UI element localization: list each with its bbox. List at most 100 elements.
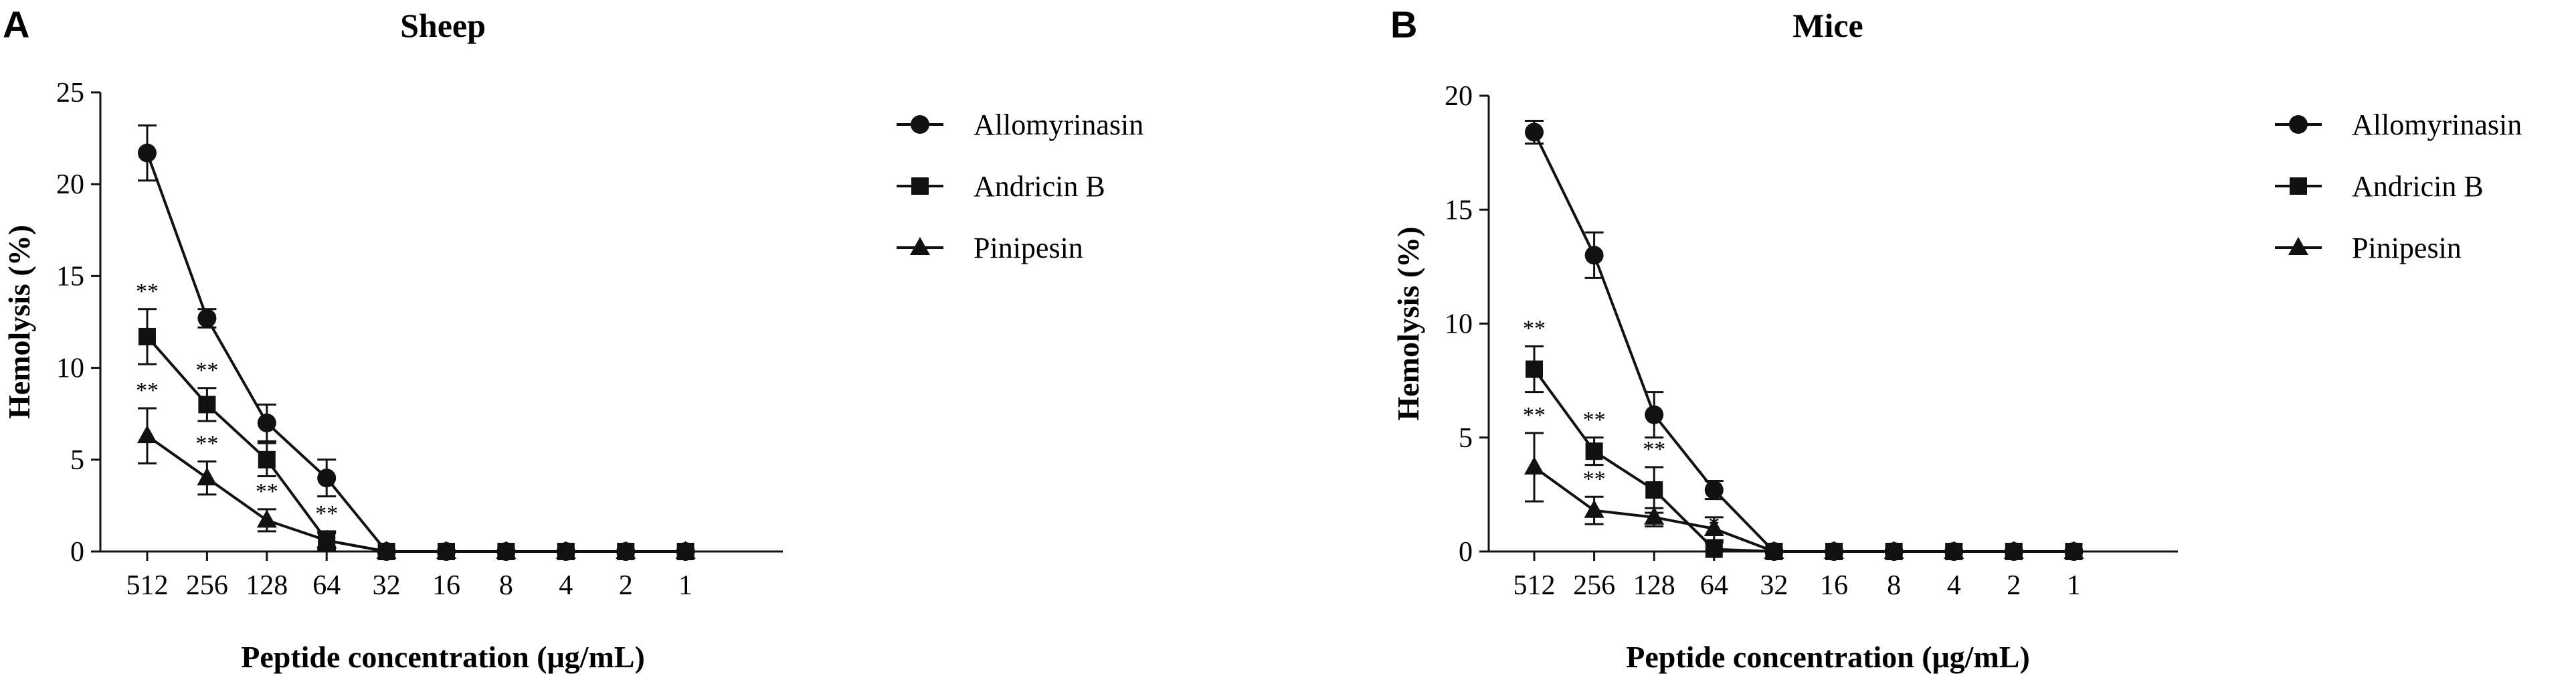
data-point [1526, 360, 1543, 378]
panel-letter: A [3, 3, 29, 46]
significance-label: ** [1583, 408, 1606, 432]
x-tick-label: 512 [1513, 570, 1556, 601]
x-tick-label: 1 [2067, 570, 2081, 601]
data-point [257, 413, 276, 432]
y-tick-label: 5 [1459, 423, 1473, 454]
series-line [1533, 131, 2074, 553]
significance-label: ** [1523, 317, 1546, 341]
data-point [316, 529, 337, 548]
legend-marker [911, 115, 929, 134]
x-tick-label: 64 [312, 570, 341, 601]
data-point [376, 541, 397, 559]
series-line [1533, 466, 2074, 553]
data-point [137, 425, 157, 444]
data-point [256, 509, 277, 528]
data-point [1704, 481, 1724, 500]
significance-label: ** [1523, 403, 1546, 428]
legend-entry: Pinipesin [897, 232, 1083, 264]
significance-label: ** [195, 358, 218, 383]
y-tick-label: 5 [70, 445, 84, 476]
data-point [197, 309, 217, 328]
series-line [146, 434, 686, 553]
data-point [1704, 517, 1724, 536]
legend-label: Pinipesin [974, 232, 1083, 264]
data-point [258, 450, 276, 468]
x-axis-title: Peptide concentration (μg/mL) [241, 640, 645, 674]
y-tick-label: 20 [56, 169, 84, 200]
chart-panel-b: B Mice 0 5 10 15 20 512 256 128 64 32 16 8 4 2 1 Hemolysi… [1390, 3, 2522, 674]
data-point [1764, 541, 1784, 559]
significance-label: ** [1643, 437, 1665, 462]
data-point [317, 468, 337, 488]
data-point [1944, 541, 1964, 559]
x-tick-label: 512 [126, 570, 169, 601]
legend-label: Andricin B [2352, 170, 2484, 203]
y-tick-label: 0 [70, 537, 84, 568]
legend-label: Allomyrinasin [2352, 108, 2522, 141]
significance-label: ** [136, 279, 159, 304]
series-pinipesin: ** ** ** [136, 378, 696, 559]
data-point [1645, 481, 1663, 499]
data-point [1584, 499, 1604, 518]
data-point [1585, 442, 1603, 460]
data-point [1824, 541, 1844, 559]
legend-entry: Allomyrinasin [2275, 108, 2522, 141]
y-tick-label: 25 [56, 78, 84, 108]
data-point [1524, 456, 1544, 475]
legend-entry: Andricin B [897, 170, 1105, 203]
series-andricin-b: ******* [1523, 317, 2083, 560]
legend-label: Allomyrinasin [974, 108, 1143, 141]
data-point [616, 541, 636, 559]
y-axis-title: Hemolysis (%) [2, 225, 36, 419]
panel-letter: B [1390, 3, 1417, 46]
significance-label: ** [256, 479, 278, 504]
x-tick-label: 32 [373, 570, 401, 601]
data-point [1883, 541, 1904, 559]
series-allomyrinasin [1525, 119, 2084, 561]
data-point [1644, 506, 1665, 525]
x-tick-label: 128 [1633, 570, 1675, 601]
legend-marker [2290, 177, 2307, 195]
legend-label: Andricin B [974, 170, 1105, 203]
series-line [146, 335, 686, 553]
y-tick-label: 10 [56, 353, 84, 384]
data-point [1705, 540, 1723, 558]
x-tick-label: 8 [1887, 570, 1901, 601]
legend-marker [2289, 115, 2308, 134]
legend-entry: Pinipesin [2275, 232, 2462, 264]
legend-entry: Andricin B [2275, 170, 2484, 203]
x-tick-label: 32 [1760, 570, 1788, 601]
x-tick-label: 2 [619, 570, 633, 601]
data-point [197, 467, 217, 486]
y-tick-label: 15 [56, 261, 84, 292]
x-tick-label: 16 [432, 570, 460, 601]
x-tick-label: 2 [2007, 570, 2021, 601]
series-pinipesin: ** ** [1523, 403, 2084, 559]
series-line [1533, 368, 2074, 553]
significance-label: ** [1583, 466, 1606, 491]
legend-label: Pinipesin [2352, 232, 2462, 264]
data-point [436, 541, 456, 559]
series-andricin-b: ** ** ** [136, 279, 695, 560]
y-axis-title: Hemolysis (%) [1391, 226, 1425, 420]
x-tick-label: 4 [559, 570, 573, 601]
data-point [675, 541, 696, 559]
data-point [1525, 122, 1544, 142]
data-point [496, 541, 517, 559]
x-tick-label: 8 [499, 570, 513, 601]
x-tick-label: 256 [186, 570, 228, 601]
y-tick-label: 0 [1459, 537, 1473, 568]
chart-title: Mice [1792, 7, 1863, 44]
data-point [1584, 246, 1604, 265]
x-tick-label: 16 [1820, 570, 1848, 601]
significance-label: ** [195, 432, 218, 456]
data-point [139, 327, 156, 345]
chart-title: Sheep [400, 7, 486, 44]
series-allomyrinasin [138, 124, 695, 561]
data-point [198, 396, 216, 414]
x-tick-label: 1 [678, 570, 693, 601]
y-tick-label: 20 [1445, 81, 1473, 112]
x-tick-label: 64 [1700, 570, 1728, 601]
x-tick-label: 4 [1947, 570, 1961, 601]
